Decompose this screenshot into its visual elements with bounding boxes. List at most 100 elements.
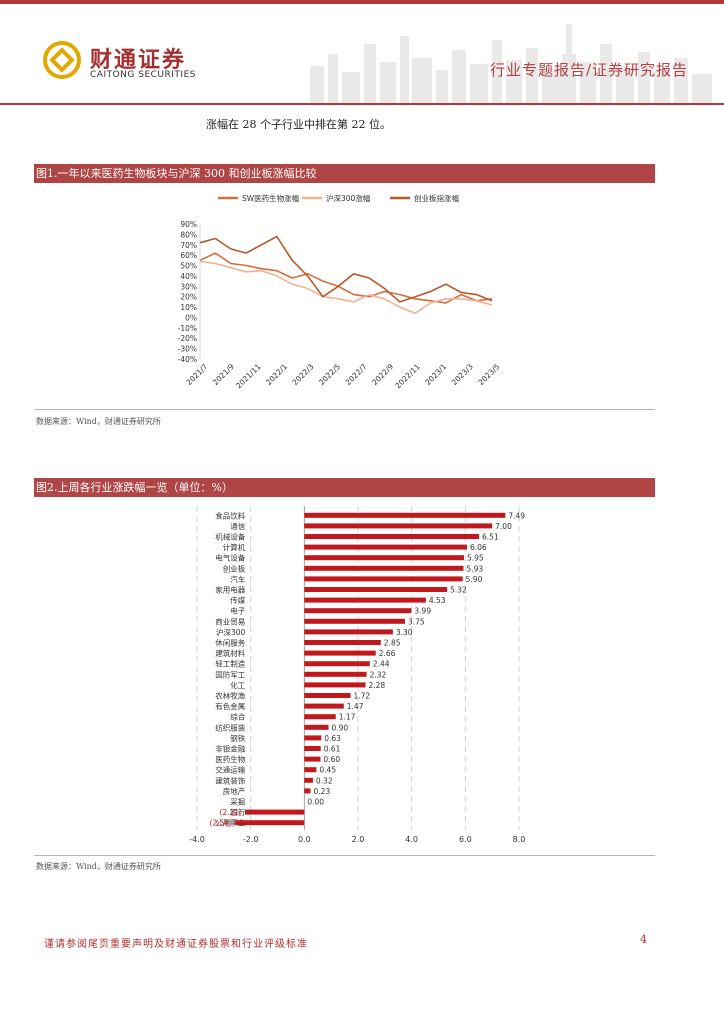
data-label: 2.44 (373, 660, 390, 669)
figure2-bottom-rule (34, 855, 655, 856)
y-tick-label: 30% (180, 282, 197, 291)
category-label: 综合 (230, 712, 245, 722)
company-name-cn: 财通证券 (90, 48, 187, 73)
category-label: 银行 (230, 807, 245, 817)
data-label: 3.99 (414, 607, 431, 616)
top-accent-line (0, 0, 724, 4)
category-label: 农林牧渔 (215, 691, 245, 701)
category-label: 房地产 (223, 786, 246, 796)
x-tick-label: 2023/5 (476, 362, 500, 387)
category-label: 汽车 (230, 574, 245, 584)
x-tick-label: 2021/9 (211, 362, 236, 387)
bar (304, 544, 467, 550)
page-header: 财通证券 CAITONG SECURITIES 行业专题报告/证券研究报告 (0, 4, 724, 106)
y-tick-label: 20% (180, 293, 197, 302)
bar (304, 767, 317, 773)
page-number: 4 (640, 933, 647, 946)
bar (304, 618, 405, 624)
category-label: 钢铁 (230, 733, 245, 743)
category-label: 国防军工 (215, 669, 245, 679)
x-tick-label: 2022/9 (370, 362, 395, 387)
y-tick-label: -30% (178, 345, 197, 354)
y-tick-label: 60% (180, 251, 197, 260)
category-label: 有色金属 (215, 701, 245, 711)
x-tick-label: 2022/1 (264, 362, 289, 387)
bar (304, 555, 464, 561)
category-label: 机械设备 (215, 532, 245, 542)
bar (304, 661, 370, 667)
skyline-decoration (310, 24, 712, 106)
figure1-source: 数据来源：Wind，财通证券研究所 (36, 417, 161, 426)
intro-paragraph: 涨幅在 28 个子行业中排在第 22 位。 (206, 118, 391, 131)
bar (304, 512, 506, 518)
y-tick-label: 70% (180, 241, 197, 250)
company-name-en: CAITONG SECURITIES (90, 70, 196, 80)
y-tick-label: -20% (178, 334, 197, 343)
data-label: 2.28 (369, 681, 386, 690)
category-label: 轻工制造 (215, 659, 245, 669)
legend-label-2: 沪深300涨幅 (326, 193, 371, 203)
data-label: 1.47 (347, 702, 364, 711)
bar (304, 650, 376, 656)
bar (304, 777, 313, 783)
data-label: (2.21) (219, 808, 242, 817)
x-tick-label: 2021/11 (234, 362, 263, 391)
bar (304, 576, 463, 582)
category-label: 商业贸易 (215, 616, 245, 626)
bar (304, 640, 381, 645)
header-divider (0, 103, 724, 105)
y-tick-label: 10% (180, 303, 197, 312)
bar (235, 820, 305, 826)
category-label: 化工 (230, 680, 245, 690)
category-label: 传媒 (230, 595, 245, 605)
figure2-title-bar: 图2.上周各行业涨跌幅一览（单位：%） (34, 478, 655, 497)
category-label: 计算机 (223, 542, 246, 552)
bar (304, 756, 321, 762)
x-tick-label: 4.0 (405, 835, 418, 844)
x-tick-label: 8.0 (513, 835, 526, 844)
category-label: 电气设备 (215, 553, 245, 563)
bar (304, 534, 480, 539)
category-label: 电子 (230, 606, 245, 616)
x-tick-label: 2022/5 (317, 362, 342, 387)
data-label: 5.95 (467, 554, 484, 563)
x-tick-label: -4.0 (189, 835, 205, 844)
category-label: 医药生物 (215, 754, 245, 764)
bar (304, 724, 329, 730)
x-tick-label: 2022/7 (344, 362, 369, 387)
data-label: 0.63 (324, 734, 341, 743)
data-label: 0.23 (314, 787, 331, 796)
bar (304, 608, 412, 614)
y-tick-label: 80% (180, 230, 197, 239)
category-label: 创业板 (223, 563, 246, 573)
data-label: 6.06 (470, 543, 487, 552)
x-tick-label: 2023/3 (450, 362, 475, 387)
y-tick-label: -40% (178, 355, 197, 364)
data-label: 7.49 (508, 511, 525, 520)
figure1-line-chart: SW医药生物涨幅 沪深300涨幅 创业板指涨幅 90%80% 70%60% 50%40%3… (178, 193, 500, 391)
bar (304, 565, 464, 571)
x-tick-label: 6.0 (459, 835, 472, 844)
y-tick-label: -10% (178, 324, 197, 333)
x-tick-label: 2022/3 (291, 362, 316, 387)
category-label: 休闲服务 (215, 638, 245, 648)
y-tick-label: 90% (180, 220, 197, 229)
x-tick-label: 2021/7 (184, 362, 209, 387)
data-label: 2.32 (370, 670, 387, 679)
category-label: 家用电器 (215, 585, 245, 595)
category-label: 采掘 (230, 797, 245, 807)
x-tick-label: -2.0 (243, 835, 259, 844)
data-label: 7.00 (495, 522, 512, 531)
data-label: 4.53 (429, 596, 446, 605)
series-line-1 (199, 252, 493, 304)
data-label: 0.00 (307, 798, 324, 807)
bar (304, 587, 448, 592)
category-label: 食品饮料 (215, 510, 245, 520)
bar (304, 788, 311, 794)
data-label: 2.66 (379, 649, 396, 658)
x-tick-label: 2022/11 (393, 362, 422, 391)
y-tick-label: 50% (180, 262, 197, 271)
y-tick-label: 0% (185, 313, 197, 322)
data-label: 1.72 (353, 692, 370, 701)
figure1-bottom-rule (34, 409, 655, 410)
